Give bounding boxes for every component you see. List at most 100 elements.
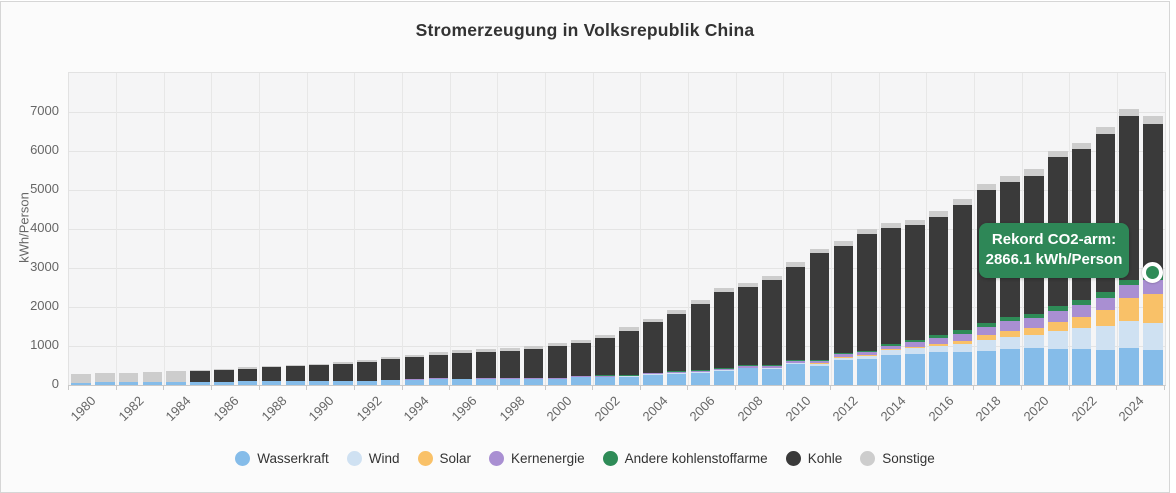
bar-2001[interactable] <box>571 339 592 385</box>
bar-2013[interactable] <box>857 229 877 385</box>
legend-item-kohle[interactable]: Kohle <box>785 451 842 466</box>
bar-segment <box>785 360 806 361</box>
legend-item-kernenergie[interactable]: Kernenergie <box>489 451 585 466</box>
bar-segment <box>762 367 782 369</box>
bar-2017[interactable] <box>952 199 973 385</box>
bar-segment <box>1024 335 1044 349</box>
bar-segment <box>690 370 711 373</box>
bar-2007[interactable] <box>714 287 734 385</box>
y-axis-label: 0 <box>51 376 59 391</box>
bar-2005[interactable] <box>666 310 687 385</box>
bar-segment <box>1024 313 1044 319</box>
bar-2015[interactable] <box>905 219 925 385</box>
bar-2003[interactable] <box>619 327 639 385</box>
bar-segment <box>1024 169 1044 176</box>
gridline-h <box>69 345 1165 347</box>
bar-segment <box>1095 325 1116 351</box>
bar-segment <box>404 357 425 380</box>
bar-segment <box>976 340 997 351</box>
bar-1995[interactable] <box>428 352 449 385</box>
legend-item-wasserkraft[interactable]: Wasserkraft <box>235 451 329 466</box>
x-axis-tick <box>1164 385 1165 390</box>
bar-2002[interactable] <box>595 334 615 385</box>
bar-1984[interactable] <box>166 370 186 385</box>
gridline-v <box>783 73 785 385</box>
x-axis-tick <box>735 385 737 390</box>
bar-segment <box>952 351 973 385</box>
x-axis-label: 2016 <box>925 393 957 425</box>
bar-2012[interactable] <box>833 240 854 385</box>
bar-1983[interactable] <box>142 371 163 385</box>
bar-segment <box>476 378 496 379</box>
x-axis-label: 2020 <box>1020 393 1052 425</box>
gridline-v <box>545 73 547 385</box>
bar-segment <box>357 361 377 381</box>
gridline-v <box>116 73 118 385</box>
bar-2000[interactable] <box>547 343 568 385</box>
bar-segment <box>666 371 687 374</box>
bar-1999[interactable] <box>523 346 544 385</box>
bar-1994[interactable] <box>404 354 425 385</box>
bar-1988[interactable] <box>261 365 282 385</box>
bar-2008[interactable] <box>738 282 758 385</box>
bar-2009[interactable] <box>762 276 782 385</box>
legend-item-solar[interactable]: Solar <box>417 451 472 466</box>
gridline-h <box>69 111 1165 113</box>
legend-item-sonstige[interactable]: Sonstige <box>860 451 935 466</box>
legend-item-wind[interactable]: Wind <box>346 451 400 466</box>
bar-segment <box>785 360 806 363</box>
legend-item-andere-kohlenstoffarme[interactable]: Andere kohlenstoffarme <box>602 451 768 466</box>
bar-segment <box>452 379 472 385</box>
bar-segment <box>1024 318 1044 329</box>
bar-1980[interactable] <box>71 373 91 385</box>
bar-1981[interactable] <box>94 373 115 385</box>
bar-segment <box>500 378 520 385</box>
bar-2014[interactable] <box>881 222 901 385</box>
bar-2018[interactable] <box>976 184 997 385</box>
bar-1992[interactable] <box>357 359 377 385</box>
bar-2011[interactable] <box>809 248 830 385</box>
bar-segment <box>905 353 925 385</box>
bar-segment <box>642 372 663 375</box>
bar-segment <box>571 339 592 343</box>
bar-2024[interactable] <box>1119 108 1140 385</box>
bar-segment <box>976 184 997 191</box>
bar-1985[interactable] <box>190 369 210 385</box>
x-axis-label: 2002 <box>591 393 623 425</box>
bar-1982[interactable] <box>118 372 139 385</box>
bar-segment <box>1143 293 1163 323</box>
bar-segment <box>523 378 544 385</box>
bar-segment <box>976 350 997 385</box>
bar-segment <box>833 354 854 358</box>
bar-segment <box>857 229 877 234</box>
x-axis-label: 1980 <box>67 393 99 425</box>
bar-1993[interactable] <box>380 357 401 385</box>
bar-2004[interactable] <box>642 318 663 385</box>
bar-2016[interactable] <box>928 211 949 385</box>
bar-2019[interactable] <box>1000 175 1020 385</box>
bar-segment <box>881 344 901 346</box>
bar-segment <box>190 370 210 382</box>
gridline-v <box>926 73 928 385</box>
bar-2025[interactable] <box>1143 115 1163 385</box>
bar-2010[interactable] <box>785 262 806 385</box>
bar-1989[interactable] <box>285 364 306 385</box>
gridline-v <box>687 73 689 385</box>
bar-segment <box>976 323 997 328</box>
bar-1998[interactable] <box>500 348 520 385</box>
gridline-v <box>592 73 594 385</box>
bar-segment <box>952 343 973 352</box>
bar-segment <box>1000 337 1020 349</box>
bar-1990[interactable] <box>309 363 329 385</box>
bar-segment <box>71 373 91 383</box>
bar-1986[interactable] <box>214 368 234 385</box>
legend-label: Solar <box>439 451 472 466</box>
bar-1996[interactable] <box>452 350 472 385</box>
bar-segment <box>928 345 949 352</box>
bar-1997[interactable] <box>476 349 496 385</box>
bar-segment <box>500 378 520 379</box>
bar-1991[interactable] <box>333 362 353 385</box>
bar-2006[interactable] <box>690 299 711 385</box>
bar-1987[interactable] <box>237 367 258 385</box>
bar-segment <box>476 349 496 352</box>
